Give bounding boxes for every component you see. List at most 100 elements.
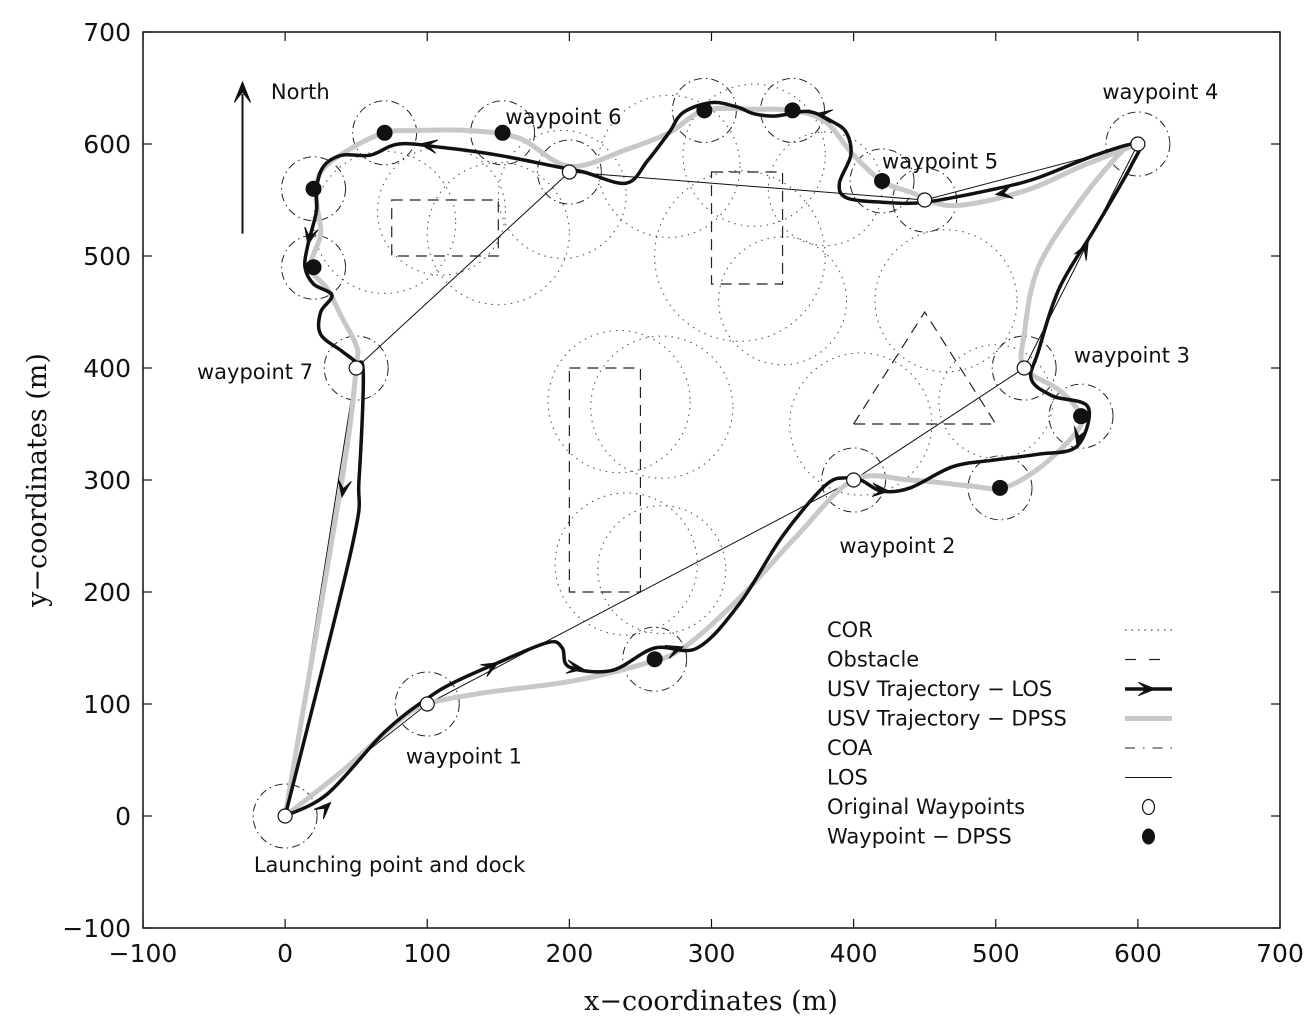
- trajectory-arrow: [871, 482, 891, 497]
- y-tick-label: 100: [83, 690, 131, 719]
- cor-circle: [554, 492, 698, 636]
- obstacle-rect: [710, 171, 784, 285]
- north-arrow-head: [233, 80, 252, 103]
- cor-circle: [654, 170, 826, 342]
- dpss-waypoint-marker: [646, 651, 663, 668]
- dpss-waypoint-marker: [305, 180, 322, 197]
- waypoint-annotation: Launching point and dock: [254, 853, 526, 877]
- waypoint-annotation: waypoint 2: [839, 534, 955, 558]
- annotations: North waypoint 6 waypoint 4 waypoint 5 waypo…: [197, 80, 1218, 877]
- cor-circle: [497, 129, 627, 259]
- original-waypoint-marker: [419, 696, 435, 712]
- coa-circle: [323, 335, 389, 401]
- coa-circle: [394, 671, 460, 737]
- x-tick-label: −100: [109, 939, 178, 968]
- x-tick-label: 100: [403, 939, 451, 968]
- coa-circle: [281, 156, 347, 222]
- legend-label: Obstacle: [827, 648, 919, 672]
- legend-label: USV Trajectory − LOS: [827, 677, 1052, 701]
- waypoint-annotation: waypoint 1: [406, 744, 522, 768]
- cor-circle: [874, 229, 1018, 373]
- obstacle-rect: [391, 199, 499, 257]
- cor-circle: [590, 335, 734, 479]
- y-axis-title: y−coordinates (m): [22, 353, 53, 608]
- cor-circle: [376, 146, 506, 276]
- obstacle-triangle: [852, 310, 997, 425]
- trajectory-arrow: [337, 478, 352, 499]
- original-waypoint-marker: [277, 808, 293, 824]
- original-waypoint-marker: [561, 164, 577, 180]
- x-tick-label: 600: [1114, 939, 1162, 968]
- coa-circle: [622, 626, 688, 692]
- y-tick-label: 200: [83, 578, 131, 607]
- cor-circle: [547, 329, 691, 474]
- coa-circle: [849, 148, 915, 214]
- coa-circle: [892, 167, 958, 233]
- coa-circle: [536, 139, 602, 205]
- y-tick-label: 500: [83, 242, 131, 271]
- waypoint-annotation: North: [271, 80, 330, 104]
- coa-circle: [991, 335, 1057, 401]
- waypoint-annotation: waypoint 6: [505, 105, 621, 129]
- los-trajectory-line: [283, 100, 1143, 818]
- trajectory-arrow: [1074, 241, 1089, 261]
- dpss-waypoint-marker: [874, 172, 891, 189]
- y-tick-label: 0: [115, 802, 131, 831]
- original-waypoint-marker: [917, 192, 933, 208]
- x-tick-label: 0: [277, 939, 293, 968]
- axis-labels: −100 0 100 200 300 400 500 600 700 −100 0 100 200 300…: [62, 18, 1304, 968]
- legend-swatch-original-waypoint: [1141, 798, 1156, 816]
- plot-data: [252, 77, 1171, 849]
- waypoint-annotation: waypoint 4: [1102, 80, 1218, 104]
- cor-circle: [682, 83, 826, 227]
- y-tick-label: −100: [62, 914, 131, 943]
- dpss-waypoint-marker: [1073, 408, 1090, 425]
- cor-circle: [938, 344, 1054, 459]
- cor-circle: [426, 161, 570, 306]
- x-tick-label: 500: [972, 939, 1020, 968]
- x-tick-label: 300: [688, 939, 736, 968]
- trajectory-arrow: [565, 659, 585, 674]
- coa-circle: [821, 447, 887, 513]
- cor-circle: [312, 150, 457, 295]
- legend-label: LOS: [827, 766, 868, 790]
- dpss-waypoint-marker: [494, 124, 511, 141]
- legend-label: COA: [827, 736, 873, 760]
- trajectory-arrow: [994, 184, 1014, 199]
- dpss-waypoint-marker: [992, 479, 1009, 496]
- x-tick-label: 400: [830, 939, 878, 968]
- legend: COR Obstacle USV Trajectory − LOS USV Traje…: [827, 618, 1172, 849]
- legend-swatch-dpss-waypoint: [1142, 828, 1155, 845]
- cor-circle: [597, 94, 741, 239]
- coa-circle: [281, 234, 347, 300]
- y-tick-label: 600: [83, 130, 131, 159]
- dpss-waypoint-marker: [784, 102, 801, 119]
- y-tick-label: 700: [83, 18, 131, 47]
- original-waypoint-marker: [846, 472, 862, 488]
- trajectory-arrow: [304, 226, 319, 247]
- legend-label: Original Waypoints: [827, 795, 1025, 819]
- waypoint-annotation: waypoint 5: [882, 150, 998, 174]
- original-waypoint-marker: [348, 360, 364, 376]
- trajectory-arrow: [664, 645, 685, 659]
- cor-circle: [718, 236, 848, 366]
- cor-circle: [597, 505, 727, 635]
- dpss-waypoint-marker: [305, 259, 322, 276]
- trajectory-arrow: [480, 661, 500, 677]
- y-tick-label: 300: [83, 466, 131, 495]
- legend-label: USV Trajectory − DPSS: [827, 707, 1067, 731]
- dpss-waypoint-marker: [696, 102, 713, 119]
- coa-circle: [1105, 111, 1171, 177]
- coa-circle: [252, 783, 318, 849]
- obstacle-rect: [568, 367, 642, 593]
- x-tick-label: 700: [1256, 939, 1304, 968]
- legend-arrow: [1137, 681, 1157, 697]
- plot-frame: [142, 31, 1281, 929]
- x-tick-label: 200: [546, 939, 594, 968]
- legend-label: COR: [827, 618, 873, 642]
- original-waypoint-marker: [1130, 136, 1146, 152]
- y-tick-label: 400: [83, 354, 131, 383]
- dpss-waypoint-marker: [376, 124, 393, 141]
- waypoint-annotation: waypoint 7: [197, 360, 313, 384]
